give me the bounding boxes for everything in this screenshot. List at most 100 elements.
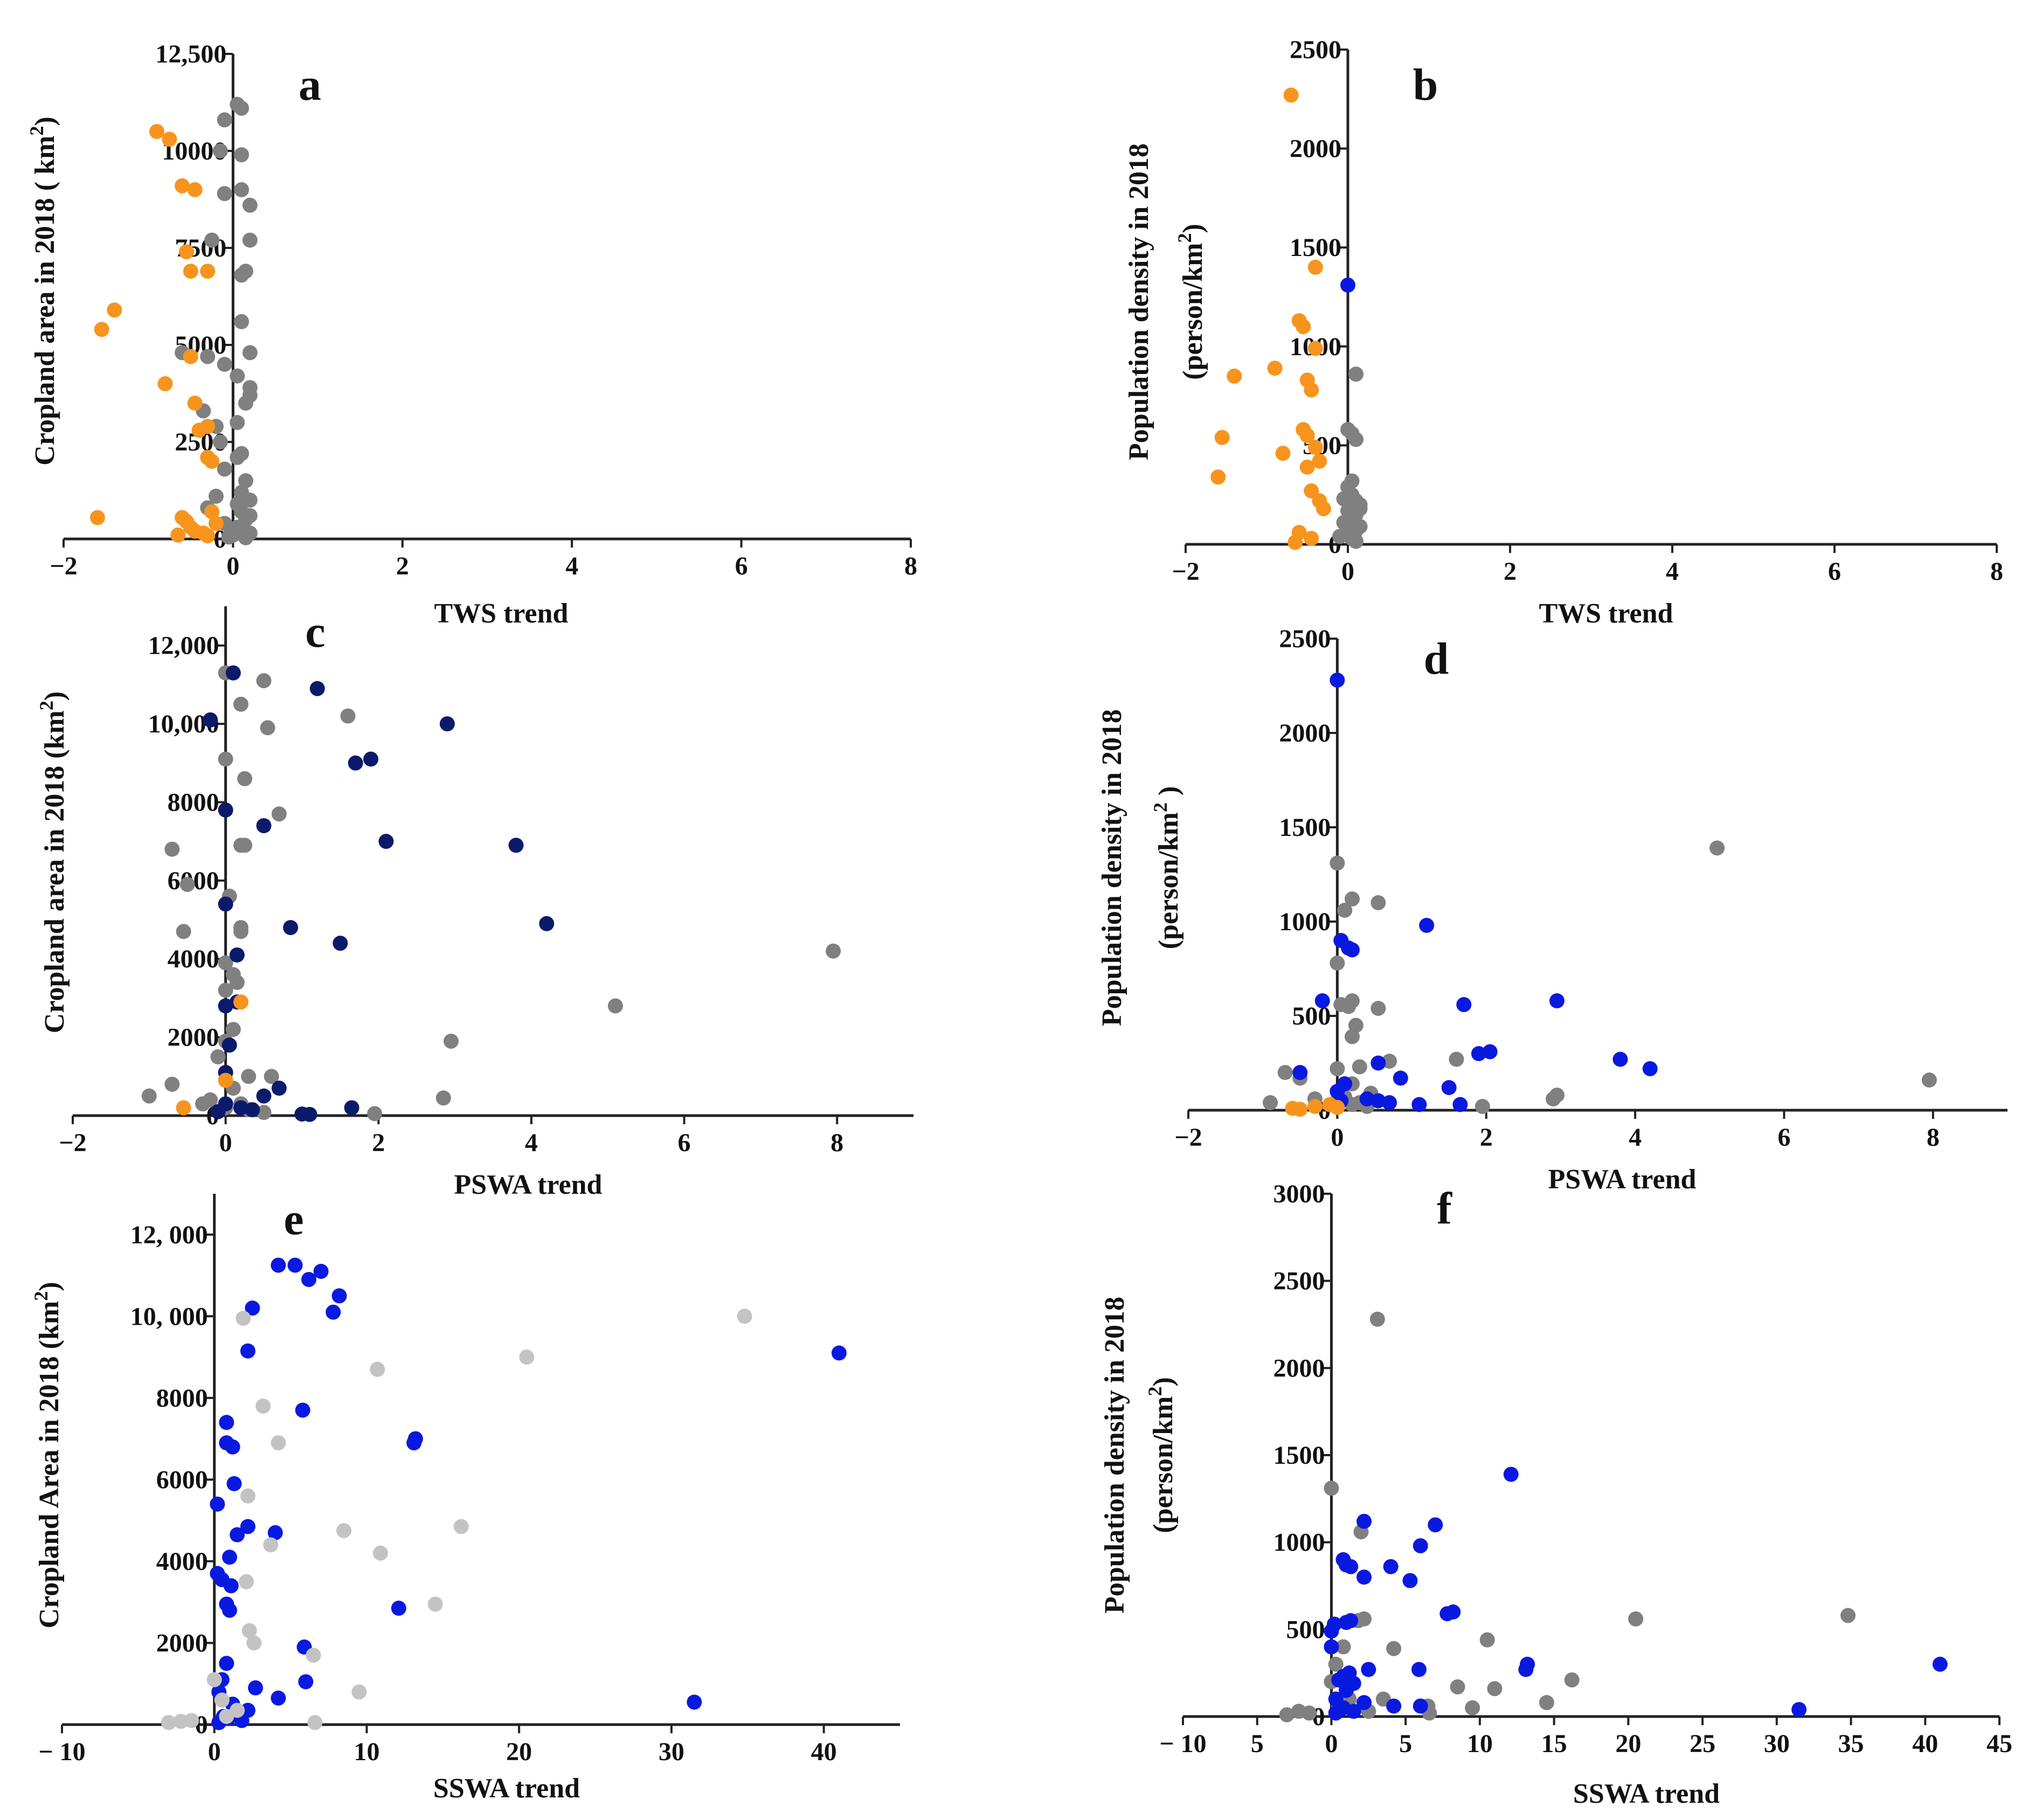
data-point: [218, 802, 233, 818]
data-point: [363, 751, 379, 767]
data-point: [256, 818, 272, 834]
data-point: [1336, 515, 1352, 530]
x-tick-label: 6: [1777, 1123, 1790, 1152]
data-point: [378, 834, 394, 849]
y-tick-label: 2500: [1290, 36, 1341, 64]
data-point: [1299, 428, 1315, 444]
data-point: [230, 1703, 245, 1718]
data-point: [351, 1684, 367, 1700]
data-point: [1642, 1061, 1658, 1076]
data-point: [826, 943, 841, 959]
data-point: [164, 1076, 180, 1092]
data-point: [1283, 87, 1299, 103]
data-point: [203, 1092, 218, 1108]
data-point: [94, 322, 109, 337]
data-point: [1348, 534, 1364, 549]
data-point: [233, 1100, 248, 1116]
data-point: [340, 708, 356, 724]
data-point: [307, 1715, 323, 1731]
data-point: [230, 415, 245, 430]
data-point: [212, 434, 228, 449]
y-tick-label: 12, 000: [130, 1221, 208, 1249]
data-point: [1549, 1088, 1565, 1103]
data-point: [1612, 1051, 1628, 1067]
data-point: [1348, 366, 1364, 382]
data-point: [264, 1069, 279, 1084]
data-point: [218, 751, 233, 767]
data-point: [218, 998, 233, 1014]
data-point: [331, 1288, 347, 1304]
data-point: [222, 1602, 237, 1618]
data-point: [1449, 1051, 1464, 1067]
data-point: [1340, 277, 1355, 293]
data-point: [1450, 1679, 1465, 1695]
x-axis-title: PSWA trend: [1548, 1164, 1697, 1195]
series-d-blue: [1292, 673, 1658, 1112]
data-point: [217, 461, 232, 477]
data-point: [1386, 1641, 1402, 1656]
data-point: [221, 1037, 237, 1053]
data-point: [200, 349, 216, 364]
data-point: [1628, 1611, 1644, 1627]
data-point: [1343, 1613, 1359, 1629]
y-tick-label: 8000: [168, 788, 219, 816]
data-point: [348, 755, 363, 771]
x-tick-label: 8: [1927, 1123, 1940, 1152]
y-tick-label: 3000: [1273, 1180, 1325, 1208]
data-point: [344, 1100, 359, 1116]
data-point: [1330, 855, 1345, 871]
data-point: [1337, 903, 1353, 918]
data-point: [164, 841, 180, 857]
data-point: [1564, 1672, 1580, 1688]
data-point: [233, 696, 248, 712]
data-point: [200, 264, 216, 279]
x-axis-title: TWS trend: [434, 598, 569, 629]
data-point: [1263, 1095, 1278, 1110]
data-point: [1316, 501, 1331, 516]
data-point: [187, 182, 203, 197]
x-tick-label: 4: [1666, 557, 1679, 586]
x-tick-label: 10: [1467, 1729, 1493, 1758]
data-point: [1518, 1662, 1534, 1677]
data-point: [234, 314, 250, 329]
x-axis-title: PSWA trend: [454, 1169, 603, 1200]
y-tick-label: 2000: [1290, 135, 1341, 163]
data-point: [238, 473, 253, 488]
data-point: [225, 1022, 241, 1037]
data-point: [737, 1309, 752, 1324]
data-point: [176, 924, 191, 939]
data-point: [239, 1574, 254, 1589]
data-point: [1370, 895, 1386, 910]
data-point: [1227, 368, 1242, 384]
data-point: [260, 720, 275, 736]
x-tick-label: 4: [1629, 1123, 1642, 1152]
x-tick-label: 15: [1541, 1729, 1567, 1758]
data-point: [1330, 673, 1345, 688]
data-point: [1479, 1632, 1495, 1648]
data-point: [1465, 1700, 1480, 1715]
data-point: [203, 712, 218, 728]
chart-panel-b: −20246805001000150020002500bTWS trendPop…: [1124, 36, 2003, 629]
data-point: [336, 1523, 352, 1539]
data-point: [183, 264, 198, 279]
data-point: [1382, 1095, 1397, 1110]
data-point: [208, 488, 224, 504]
data-point: [1370, 1001, 1386, 1016]
series-c-orange: [176, 994, 248, 1116]
y-axis-title: Cropland area in 2018 (km2): [36, 691, 70, 1033]
data-point: [1413, 1698, 1428, 1714]
data-point: [1288, 535, 1303, 550]
data-point: [241, 1069, 257, 1084]
data-point: [1921, 1072, 1937, 1088]
data-point: [256, 673, 272, 689]
data-point: [230, 449, 245, 465]
data-point: [256, 1088, 272, 1104]
data-point: [248, 1680, 264, 1696]
y-tick-label: 6000: [156, 1465, 208, 1494]
data-point: [255, 1399, 271, 1414]
y-axis-title-line2: (person/km2 ): [1150, 786, 1184, 950]
data-point: [223, 1578, 239, 1594]
data-point: [242, 345, 258, 361]
data-point: [435, 1090, 451, 1106]
y-tick-label: 4000: [168, 945, 219, 973]
